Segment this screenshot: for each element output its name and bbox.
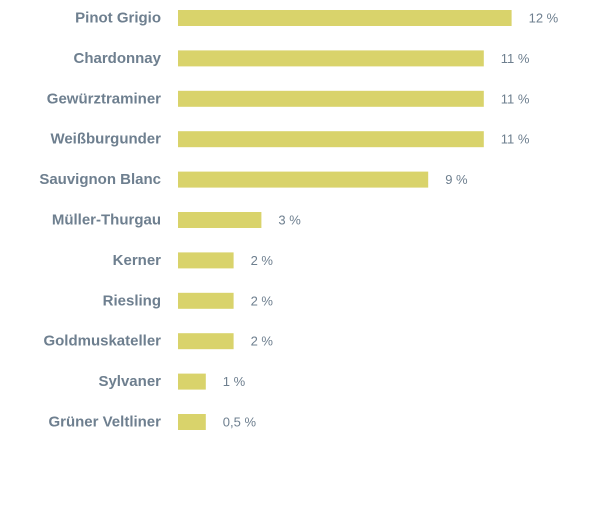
value-label: 3 % <box>278 213 301 228</box>
value-label: 2 % <box>251 334 274 349</box>
bar <box>178 50 484 67</box>
category-label: Müller-Thurgau <box>52 212 161 229</box>
category-label: Pinot Grigio <box>75 10 161 27</box>
bar <box>178 131 484 148</box>
bar <box>178 414 206 430</box>
bar <box>178 292 234 309</box>
value-label: 1 % <box>223 374 246 389</box>
value-label: 11 % <box>501 51 530 66</box>
category-label: Grüner Veltliner <box>48 414 161 431</box>
category-label: Gewürztraminer <box>47 90 161 107</box>
bar <box>178 90 484 107</box>
value-label: 11 % <box>501 91 530 106</box>
category-label: Sylvaner <box>98 373 161 390</box>
category-label: Goldmuskateller <box>43 333 161 350</box>
value-label: 12 % <box>529 11 559 26</box>
value-label: 2 % <box>251 253 274 268</box>
value-label: 9 % <box>445 172 468 187</box>
value-label: 2 % <box>251 293 274 308</box>
category-label: Kerner <box>113 252 162 269</box>
bar <box>178 212 262 228</box>
value-label: 11 % <box>501 132 530 147</box>
bar <box>178 333 234 350</box>
bar <box>178 373 206 390</box>
value-label: 0,5 % <box>223 415 257 430</box>
category-label: Chardonnay <box>73 50 161 67</box>
bar <box>178 10 512 26</box>
bar <box>178 171 429 188</box>
category-label: Sauvignon Blanc <box>39 171 161 188</box>
category-label: Weißburgunder <box>50 131 161 148</box>
category-label: Riesling <box>103 292 161 309</box>
bar <box>178 252 234 269</box>
